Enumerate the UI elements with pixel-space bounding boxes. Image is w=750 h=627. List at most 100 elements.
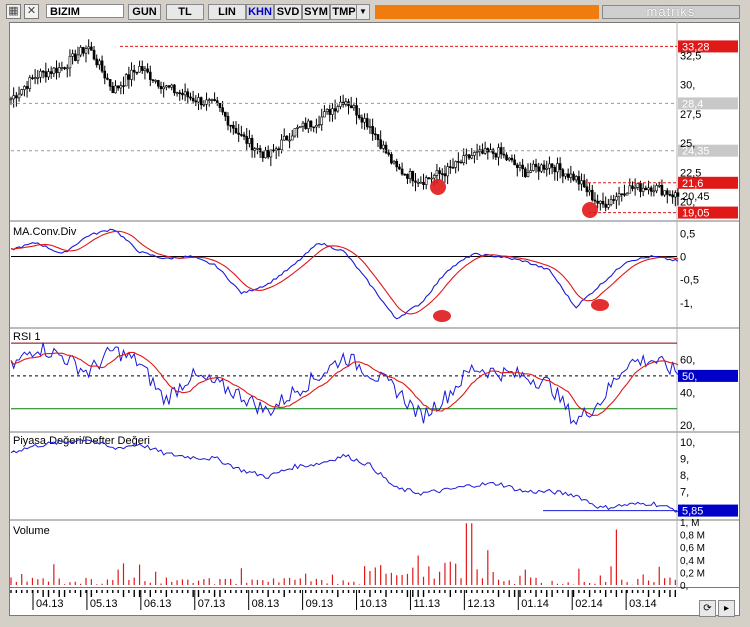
price-candle-body xyxy=(505,154,508,161)
price-candle-body xyxy=(475,151,479,153)
price-candle-body xyxy=(277,148,281,151)
price-candle-body xyxy=(207,99,211,102)
price-candle-body xyxy=(186,91,190,98)
price-candle-body xyxy=(585,186,589,193)
price-candle-body xyxy=(545,167,549,170)
price-candle-body xyxy=(628,185,632,194)
price-candle-body xyxy=(47,71,50,78)
price-candle-body xyxy=(60,67,64,69)
price-candle-body xyxy=(175,92,179,94)
price-candle-body xyxy=(146,68,149,73)
period-button-gun[interactable]: GUN xyxy=(128,4,161,20)
price-candle-body xyxy=(151,79,155,82)
price-candle-body xyxy=(502,153,506,156)
type-button-svd[interactable]: SVD xyxy=(274,4,302,20)
pddd-line xyxy=(10,438,679,513)
price-candle-body xyxy=(116,85,120,89)
pddd-value-box xyxy=(678,504,738,517)
price-candle-body xyxy=(590,189,594,201)
price-candle-body xyxy=(481,149,484,154)
price-candle-body xyxy=(524,168,527,177)
price-candle-body xyxy=(84,48,88,54)
price-candle-body xyxy=(242,134,246,137)
price-candle-body xyxy=(371,126,374,135)
refresh-icon[interactable]: ⟳ xyxy=(699,600,716,617)
price-candle-body xyxy=(604,203,607,208)
price-candle-body xyxy=(162,86,165,90)
scale-button-lin[interactable]: LIN xyxy=(208,4,246,20)
price-candle-body xyxy=(282,135,286,141)
type-button-sym[interactable]: SYM xyxy=(302,4,330,20)
price-candle-body xyxy=(256,148,259,150)
price-candle-body xyxy=(566,173,570,178)
price-candle-body xyxy=(462,155,466,163)
macd-y-tick: -0,5 xyxy=(680,275,699,287)
scroll-icon[interactable]: ▸ xyxy=(718,600,735,617)
price-candle-body xyxy=(237,132,240,135)
price-candle-body xyxy=(20,89,24,95)
price-candle-body xyxy=(440,173,444,175)
pddd-y-tick: 9, xyxy=(680,454,689,466)
volume-bars xyxy=(10,523,676,585)
price-candle-body xyxy=(355,105,358,116)
price-candle-body xyxy=(529,170,532,173)
price-candle-body xyxy=(323,111,326,118)
macd-title: MA.Conv.Div xyxy=(13,226,77,238)
price-candle-body xyxy=(39,70,42,78)
price-candle-body xyxy=(272,149,275,152)
price-candle-body xyxy=(339,101,342,107)
template-button-tmp[interactable]: TMP xyxy=(330,4,358,20)
price-candle-body xyxy=(301,122,305,127)
price-candle-body xyxy=(588,189,591,193)
price-candle-body xyxy=(427,177,431,179)
price-candle-body xyxy=(633,187,637,189)
price-candle-body xyxy=(419,181,423,184)
price-candle-body xyxy=(36,76,40,79)
price-candle-body xyxy=(365,118,369,128)
price-candle-body xyxy=(671,194,674,198)
price-candle-body xyxy=(127,74,131,80)
close-icon[interactable]: ✕ xyxy=(24,4,39,19)
price-candle-body xyxy=(636,183,640,188)
x-axis-label: 06.13 xyxy=(144,598,172,610)
price-candle-body xyxy=(100,60,104,72)
price-candle-body xyxy=(73,53,77,61)
price-candle-body xyxy=(240,134,243,136)
price-candle-body xyxy=(15,95,18,99)
price-candle-body xyxy=(663,190,666,196)
currency-button-tl[interactable]: TL xyxy=(166,4,204,20)
price-marker-label: 21,6 xyxy=(682,178,703,190)
x-axis-label: 10.13 xyxy=(360,598,388,610)
price-candle-body xyxy=(652,190,656,193)
macd-y-tick: 0 xyxy=(680,251,686,263)
price-candle-body xyxy=(414,180,417,183)
price-candle-body xyxy=(245,136,249,144)
template-dropdown-icon[interactable]: ▼ xyxy=(356,4,370,20)
price-candle-body xyxy=(328,109,332,115)
price-candle-body xyxy=(470,155,474,159)
price-candle-body xyxy=(194,100,198,103)
symbol-field[interactable]: BIZIM xyxy=(46,4,124,18)
price-candle-body xyxy=(159,85,163,90)
type-button-khn[interactable]: KHN xyxy=(246,4,274,20)
price-candle-body xyxy=(229,124,232,127)
grid-icon[interactable]: ▦ xyxy=(6,4,21,19)
volume-title: Volume xyxy=(13,525,50,537)
price-candle-body xyxy=(438,170,441,174)
price-candle-body xyxy=(465,154,468,157)
price-candle-body xyxy=(657,184,661,187)
price-candle-body xyxy=(274,148,278,151)
price-candle-body xyxy=(290,135,294,141)
price-candle-body xyxy=(403,173,407,176)
price-candle-body xyxy=(148,71,152,80)
price-candle-body xyxy=(197,97,200,103)
price-candle-body xyxy=(550,163,554,168)
price-candle-body xyxy=(280,139,283,151)
price-candle-body xyxy=(432,175,436,179)
x-axis-label: 08.13 xyxy=(252,598,280,610)
rsi-y-tick: 60, xyxy=(680,355,695,367)
macd-low-highlight xyxy=(591,299,609,311)
price-candle-body xyxy=(526,172,530,177)
